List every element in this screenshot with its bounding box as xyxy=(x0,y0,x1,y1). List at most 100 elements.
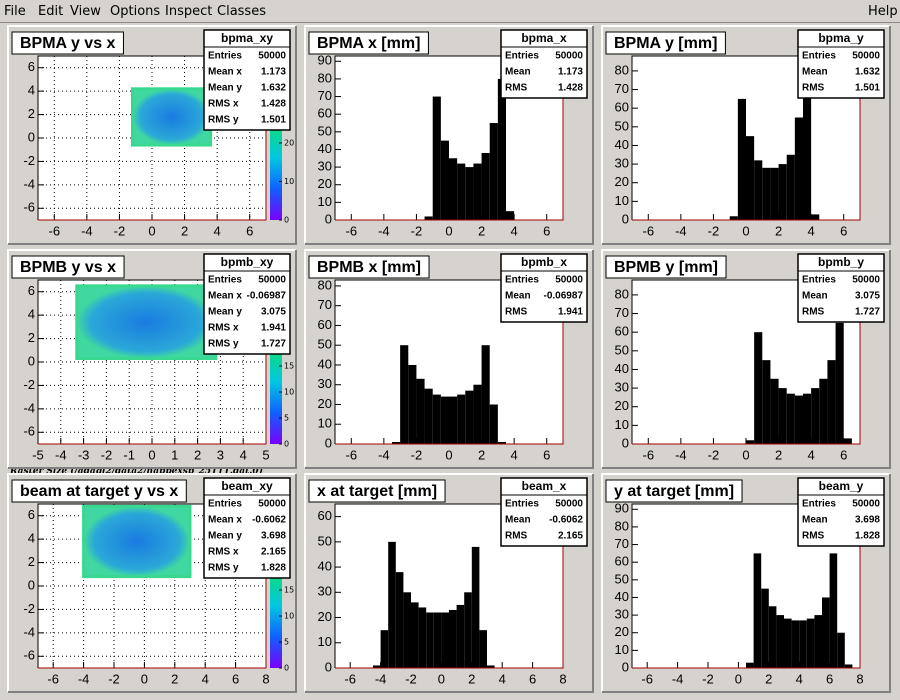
histogram-bar xyxy=(481,345,490,444)
y-tick-label: 30 xyxy=(615,156,629,171)
title-box xyxy=(11,31,124,55)
stats-name: bpmb_x xyxy=(521,255,567,269)
y-tick-label: 0 xyxy=(622,659,629,674)
histogram-bar xyxy=(408,364,417,444)
stats-name: bpma_x xyxy=(521,31,567,45)
frame xyxy=(632,504,861,669)
y-tick-label: -6 xyxy=(23,648,35,663)
histogram-bar xyxy=(457,394,466,444)
x-tick-label: 5 xyxy=(262,447,269,462)
histogram-bar xyxy=(464,592,472,668)
menu-item[interactable]: Classes xyxy=(217,4,266,19)
x-tick-label: -1 xyxy=(123,447,135,462)
stats-value: 3.698 xyxy=(261,531,286,542)
bevel xyxy=(7,473,296,692)
z-tick-label: 5 xyxy=(284,638,289,647)
menu-item[interactable]: Options xyxy=(110,4,161,19)
histogram-bar xyxy=(837,632,845,668)
frame xyxy=(37,55,266,220)
z-tick-label: 10 xyxy=(284,388,294,397)
menu-item[interactable]: Edit xyxy=(38,4,64,19)
frame xyxy=(335,280,564,445)
histogram-bar xyxy=(449,158,458,220)
frame xyxy=(632,56,861,221)
stats-box xyxy=(500,477,588,547)
menu-item[interactable]: Inspect xyxy=(165,4,213,19)
bevel xyxy=(305,26,594,245)
stats-value: 1.828 xyxy=(855,531,880,542)
panel: -6 -4 -2 0 2 4 6 8 -6 -4 -2 0 2 4 6 0 5 10 15 beam at targe… xyxy=(7,473,297,693)
y-tick-label: 90 xyxy=(318,53,332,68)
x-tick-label: 4 xyxy=(808,447,815,462)
stats-label: Entries xyxy=(208,275,242,286)
stats-label: Mean xyxy=(802,291,828,302)
stats-label: RMS x xyxy=(208,99,239,110)
x-tick-label: 2 xyxy=(171,671,178,686)
frame xyxy=(631,279,860,444)
x-tick-label: 2 xyxy=(765,671,772,686)
x-tick-label: -2 xyxy=(101,447,113,462)
y-tick-label: 50 xyxy=(318,123,332,138)
y-tick-label: 20 xyxy=(615,398,629,413)
histogram-bar xyxy=(729,216,738,220)
bevel xyxy=(8,474,297,693)
bevel xyxy=(601,249,890,468)
histogram-bar xyxy=(754,160,763,220)
y-tick-label: 2 xyxy=(28,554,35,569)
x-tick-label: 8 xyxy=(559,671,566,686)
stats-name: bpma_y xyxy=(818,31,864,45)
z-tick-label: 10 xyxy=(284,177,294,186)
frame xyxy=(334,503,563,668)
histogram-bar xyxy=(803,89,812,220)
y-tick-label: 60 xyxy=(318,508,332,523)
y-tick-label: 40 xyxy=(615,589,629,604)
x-tick-label: 8 xyxy=(262,671,269,686)
y-tick-label: 2 xyxy=(28,106,35,121)
histogram-bar xyxy=(811,388,820,444)
density-region xyxy=(75,284,218,360)
y-tick-label: 60 xyxy=(615,324,629,339)
x-tick-label: -6 xyxy=(643,447,655,462)
histogram-bar xyxy=(806,618,815,668)
stats-value: -0.6062 xyxy=(252,515,286,526)
y-tick-label: -2 xyxy=(23,601,35,616)
histogram-bar xyxy=(403,592,411,668)
y-tick-label: 80 xyxy=(615,62,629,77)
histogram-bar xyxy=(814,615,822,668)
stats-value: 1.173 xyxy=(558,67,583,78)
y-tick-label: -2 xyxy=(23,377,35,392)
histogram-bar xyxy=(497,78,506,220)
y-tick-label: 0 xyxy=(28,577,35,592)
histogram-bar xyxy=(829,553,838,668)
title-box xyxy=(308,479,446,503)
histogram-bar xyxy=(411,602,419,668)
histogram-bar xyxy=(778,388,787,444)
menu-item[interactable]: File xyxy=(4,4,26,19)
x-tick-label: 6 xyxy=(543,447,550,462)
y-tick-label: 4 xyxy=(28,531,35,546)
histogram-bar xyxy=(392,442,401,444)
stats-label: RMS xyxy=(802,83,825,94)
histogram-bar xyxy=(778,164,787,220)
stats-label: Entries xyxy=(505,51,539,62)
x-tick-label: 6 xyxy=(246,223,253,238)
stats-value: 1.727 xyxy=(855,307,880,318)
stats-value: -0.06987 xyxy=(247,291,287,302)
z-tick-label: 15 xyxy=(284,362,294,371)
histogram-bar xyxy=(449,396,458,444)
stats-label: Mean x xyxy=(208,67,242,78)
y-tick-label: 90 xyxy=(615,501,629,516)
histogram-bar xyxy=(799,620,807,668)
stats-name: bpma_xy xyxy=(221,31,273,45)
x-tick-label: 4 xyxy=(511,223,518,238)
menu-item[interactable]: View xyxy=(70,4,101,19)
y-tick-label: -6 xyxy=(23,200,35,215)
histogram-bar xyxy=(770,378,779,444)
frame xyxy=(334,55,563,220)
x-tick-label: 4 xyxy=(499,671,506,686)
histogram-bar xyxy=(432,96,441,220)
menu-item[interactable]: Help xyxy=(868,4,898,19)
